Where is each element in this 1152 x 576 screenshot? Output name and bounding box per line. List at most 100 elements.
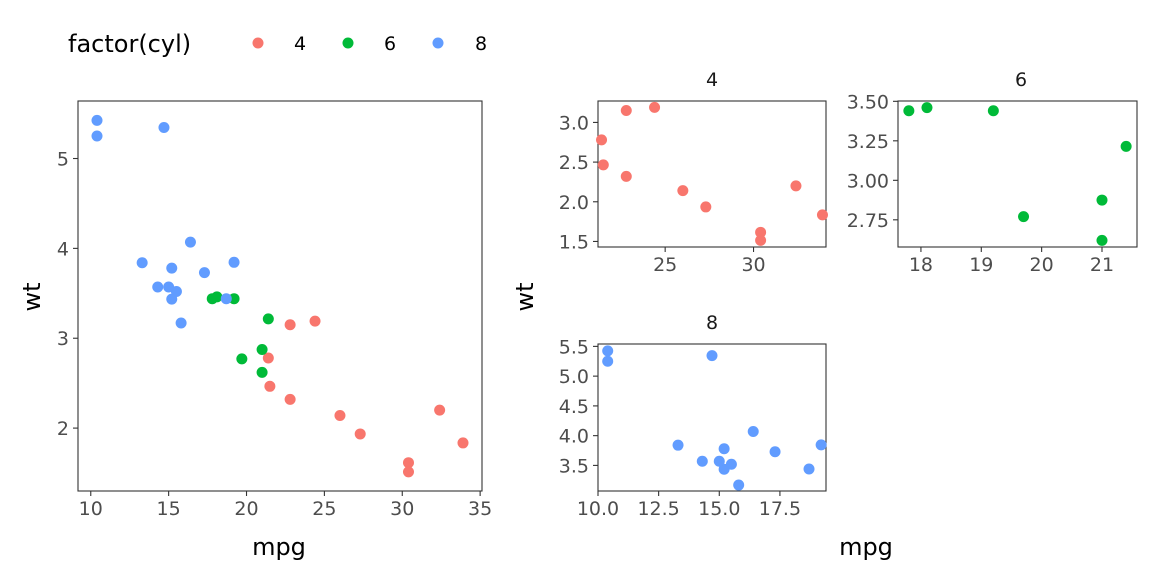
y-tick-label: 5.0 bbox=[559, 366, 589, 388]
data-point-cyl-8 bbox=[184, 236, 196, 248]
data-point-cyl-8 bbox=[713, 455, 725, 467]
data-point-cyl-8 bbox=[803, 463, 815, 475]
panel-border bbox=[597, 100, 827, 248]
data-point-cyl-6 bbox=[262, 313, 274, 325]
panel-border bbox=[597, 343, 827, 492]
x-tick-label: 21 bbox=[1090, 254, 1114, 276]
data-point-cyl-6 bbox=[1018, 211, 1030, 223]
panel-border bbox=[77, 100, 483, 492]
data-point-cyl-6 bbox=[987, 105, 999, 117]
data-point-cyl-6 bbox=[1096, 234, 1108, 246]
x-tick-label: 25 bbox=[653, 254, 677, 276]
data-point-cyl-8 bbox=[175, 317, 187, 329]
data-point-cyl-4 bbox=[755, 226, 767, 238]
y-tick-label: 3 bbox=[57, 328, 69, 350]
data-point-cyl-8 bbox=[166, 262, 178, 274]
data-point-cyl-8 bbox=[747, 425, 759, 437]
data-point-cyl-8 bbox=[602, 355, 614, 367]
data-point-cyl-8 bbox=[228, 256, 240, 268]
data-point-cyl-6 bbox=[1096, 194, 1108, 206]
main-x-axis-title: mpg bbox=[252, 533, 306, 561]
facet-panel-4: 4 25 30 1.5 2.0 2.5 3.0 bbox=[559, 69, 828, 276]
legend-label-6: 6 bbox=[384, 33, 396, 55]
facet-panel-6: 6 18 19 20 21 2.75 3.00 3.25 3.50 bbox=[847, 69, 1138, 276]
data-point-cyl-8 bbox=[91, 114, 103, 126]
facet-panel-8: 8 10.0 12.5 15.0 17.5 3.5 4.0 4.5 5.0 5.5 bbox=[559, 312, 827, 520]
y-tick-label: 5.5 bbox=[559, 336, 589, 358]
x-tick-label: 25 bbox=[312, 498, 336, 520]
data-point-cyl-4 bbox=[597, 159, 609, 171]
x-tick-label: 15.0 bbox=[698, 498, 740, 520]
data-point-cyl-4 bbox=[402, 466, 414, 478]
data-point-cyl-6 bbox=[903, 105, 915, 117]
x-tick-label: 35 bbox=[468, 498, 492, 520]
data-point-cyl-8 bbox=[91, 130, 103, 142]
x-tick-label: 20 bbox=[1030, 254, 1054, 276]
data-point-cyl-8 bbox=[198, 267, 210, 279]
data-point-cyl-6 bbox=[228, 293, 240, 305]
data-point-cyl-4 bbox=[284, 393, 296, 405]
data-point-cyl-4 bbox=[457, 437, 469, 449]
y-tick-label: 3.25 bbox=[847, 131, 889, 153]
data-point-cyl-8 bbox=[815, 439, 827, 451]
y-tick-label: 1.5 bbox=[559, 231, 589, 253]
data-point-cyl-4 bbox=[620, 170, 632, 182]
legend-label-4: 4 bbox=[294, 33, 306, 55]
data-point-cyl-8 bbox=[163, 281, 175, 293]
x-tick-label: 20 bbox=[234, 498, 258, 520]
data-point-cyl-4 bbox=[596, 134, 608, 146]
data-point-cyl-8 bbox=[696, 455, 708, 467]
data-point-cyl-4 bbox=[264, 380, 276, 392]
data-point-cyl-4 bbox=[816, 209, 828, 221]
data-point-cyl-8 bbox=[733, 479, 745, 491]
data-point-cyl-8 bbox=[166, 293, 178, 305]
data-point-cyl-8 bbox=[718, 463, 730, 475]
x-tick-label: 15 bbox=[157, 498, 181, 520]
data-point-cyl-4 bbox=[755, 234, 767, 246]
legend-key-6 bbox=[342, 37, 354, 49]
data-point-cyl-4 bbox=[284, 319, 296, 331]
data-point-cyl-8 bbox=[220, 293, 232, 305]
facet-strip-label: 8 bbox=[706, 312, 718, 334]
facet-strip-label: 4 bbox=[706, 69, 718, 91]
data-point-cyl-4 bbox=[677, 185, 689, 197]
legend-key-8 bbox=[432, 37, 444, 49]
data-point-cyl-6 bbox=[206, 293, 218, 305]
y-tick-label: 4.5 bbox=[559, 396, 589, 418]
data-point-cyl-4 bbox=[402, 457, 414, 469]
legend-title: factor(cyl) bbox=[68, 30, 191, 58]
y-tick-label: 3.5 bbox=[559, 455, 589, 477]
x-tick-label: 10.0 bbox=[577, 498, 619, 520]
data-point-cyl-4 bbox=[262, 352, 274, 364]
y-tick-label: 2 bbox=[57, 418, 69, 440]
x-tick-label: 17.5 bbox=[759, 498, 801, 520]
data-point-cyl-4 bbox=[790, 180, 802, 192]
data-point-cyl-4 bbox=[334, 410, 346, 422]
data-point-cyl-4 bbox=[700, 201, 712, 213]
facet-x-axis-title: mpg bbox=[839, 533, 893, 561]
x-tick-label: 10 bbox=[79, 498, 103, 520]
x-tick-label: 30 bbox=[741, 254, 765, 276]
data-point-cyl-4 bbox=[434, 404, 446, 416]
legend-label-8: 8 bbox=[475, 33, 487, 55]
y-tick-label: 2.75 bbox=[847, 210, 889, 232]
legend: factor(cyl) 4 6 8 bbox=[68, 30, 487, 58]
main-scatter-panel: 10 15 20 25 30 35 2 3 4 5 bbox=[57, 100, 492, 520]
data-point-cyl-6 bbox=[256, 366, 268, 378]
y-tick-label: 5 bbox=[57, 149, 69, 171]
y-tick-label: 3.0 bbox=[559, 112, 589, 134]
x-tick-label: 18 bbox=[909, 254, 933, 276]
y-tick-label: 4.0 bbox=[559, 426, 589, 448]
data-point-cyl-6 bbox=[921, 102, 933, 114]
y-tick-label: 2.0 bbox=[559, 192, 589, 214]
data-point-cyl-8 bbox=[769, 446, 781, 458]
x-tick-label: 30 bbox=[390, 498, 414, 520]
y-tick-label: 3.50 bbox=[847, 91, 889, 113]
main-y-axis-title: wt bbox=[18, 282, 46, 311]
data-point-cyl-4 bbox=[354, 428, 366, 440]
data-point-cyl-8 bbox=[152, 281, 164, 293]
x-tick-label: 19 bbox=[969, 254, 993, 276]
panel-border bbox=[897, 100, 1138, 248]
y-tick-label: 3.00 bbox=[847, 170, 889, 192]
